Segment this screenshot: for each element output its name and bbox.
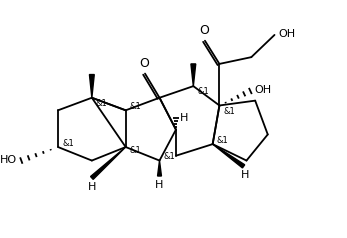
- Polygon shape: [191, 64, 196, 86]
- Text: H: H: [180, 113, 188, 123]
- Text: &1: &1: [129, 146, 141, 155]
- Text: &1: &1: [217, 136, 228, 145]
- Text: &1: &1: [223, 107, 235, 116]
- Text: OH: OH: [278, 29, 296, 39]
- Text: O: O: [139, 57, 149, 70]
- Polygon shape: [91, 147, 126, 179]
- Text: H: H: [88, 182, 96, 192]
- Text: O: O: [199, 24, 209, 37]
- Text: H: H: [241, 170, 250, 180]
- Text: HO: HO: [0, 155, 17, 165]
- Text: H: H: [155, 180, 164, 190]
- Text: OH: OH: [254, 85, 271, 95]
- Polygon shape: [90, 74, 94, 98]
- Text: &1: &1: [96, 99, 108, 108]
- Text: &1: &1: [197, 87, 209, 96]
- Polygon shape: [213, 144, 245, 168]
- Text: &1: &1: [63, 139, 75, 148]
- Text: &1: &1: [163, 152, 175, 161]
- Text: &1: &1: [129, 102, 141, 111]
- Polygon shape: [158, 161, 161, 176]
